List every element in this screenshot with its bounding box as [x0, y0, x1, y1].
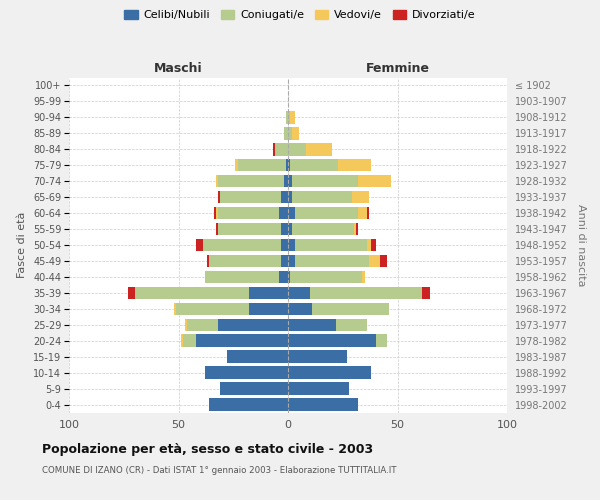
Bar	[209, 254, 281, 267]
Bar	[336, 318, 367, 331]
Bar	[218, 318, 288, 331]
Bar	[369, 254, 380, 267]
Bar	[284, 175, 288, 188]
Bar	[286, 159, 288, 172]
Bar	[174, 302, 176, 315]
Bar	[227, 350, 288, 363]
Bar	[288, 398, 358, 410]
Bar	[288, 366, 371, 379]
Bar	[288, 111, 290, 124]
Bar	[288, 239, 295, 251]
Bar	[128, 286, 134, 299]
Bar	[290, 270, 362, 283]
Bar	[205, 270, 279, 283]
Bar	[288, 207, 295, 220]
Bar	[422, 286, 430, 299]
Bar	[235, 159, 238, 172]
Bar	[248, 286, 288, 299]
Bar	[288, 254, 295, 267]
Bar	[196, 334, 288, 347]
Bar	[207, 254, 209, 267]
Bar	[292, 127, 299, 140]
Bar	[295, 254, 369, 267]
Bar	[352, 191, 369, 203]
Bar	[312, 302, 389, 315]
Bar	[220, 382, 288, 395]
Bar	[214, 207, 216, 220]
Bar	[218, 175, 284, 188]
Bar	[196, 239, 203, 251]
Bar	[288, 302, 312, 315]
Bar	[288, 127, 292, 140]
Text: Maschi: Maschi	[154, 62, 203, 75]
Y-axis label: Anni di nascita: Anni di nascita	[576, 204, 586, 286]
Text: Femmine: Femmine	[365, 62, 430, 75]
Text: Popolazione per età, sesso e stato civile - 2003: Popolazione per età, sesso e stato civil…	[42, 442, 373, 456]
Bar	[205, 366, 288, 379]
Bar	[216, 207, 218, 220]
Bar	[288, 350, 347, 363]
Bar	[358, 207, 367, 220]
Bar	[371, 239, 376, 251]
Bar	[281, 239, 288, 251]
Bar	[288, 334, 376, 347]
Bar	[338, 159, 371, 172]
Bar	[288, 270, 290, 283]
Bar	[290, 159, 338, 172]
Bar	[238, 159, 286, 172]
Bar	[181, 334, 183, 347]
Bar	[290, 111, 295, 124]
Text: COMUNE DI IZANO (CR) - Dati ISTAT 1° gennaio 2003 - Elaborazione TUTTITALIA.IT: COMUNE DI IZANO (CR) - Dati ISTAT 1° gen…	[42, 466, 397, 475]
Bar	[288, 191, 292, 203]
Bar	[279, 270, 288, 283]
Bar	[288, 223, 292, 235]
Bar	[209, 398, 288, 410]
Bar	[295, 239, 367, 251]
Bar	[288, 286, 310, 299]
Bar	[281, 223, 288, 235]
Bar	[358, 175, 391, 188]
Bar	[362, 270, 365, 283]
Bar	[203, 239, 281, 251]
Bar	[216, 223, 218, 235]
Bar	[292, 223, 354, 235]
Bar	[281, 254, 288, 267]
Bar	[367, 207, 369, 220]
Bar	[216, 175, 218, 188]
Bar	[292, 191, 352, 203]
Bar	[288, 382, 349, 395]
Y-axis label: Fasce di età: Fasce di età	[17, 212, 28, 278]
Bar	[134, 286, 248, 299]
Legend: Celibi/Nubili, Coniugati/e, Vedovi/e, Divorziati/e: Celibi/Nubili, Coniugati/e, Vedovi/e, Di…	[120, 6, 480, 25]
Bar	[176, 302, 248, 315]
Bar	[354, 223, 356, 235]
Bar	[185, 318, 187, 331]
Bar	[376, 334, 386, 347]
Bar	[356, 223, 358, 235]
Bar	[279, 207, 288, 220]
Bar	[272, 143, 275, 156]
Bar	[284, 127, 288, 140]
Bar	[218, 223, 281, 235]
Bar	[220, 191, 281, 203]
Bar	[218, 207, 279, 220]
Bar	[288, 159, 290, 172]
Bar	[183, 334, 196, 347]
Bar	[286, 111, 288, 124]
Bar	[292, 175, 358, 188]
Bar	[288, 175, 292, 188]
Bar	[248, 302, 288, 315]
Bar	[281, 191, 288, 203]
Bar	[295, 207, 358, 220]
Bar	[288, 318, 336, 331]
Bar	[218, 191, 220, 203]
Bar	[380, 254, 386, 267]
Bar	[288, 143, 305, 156]
Bar	[187, 318, 218, 331]
Bar	[310, 286, 422, 299]
Bar	[305, 143, 332, 156]
Bar	[275, 143, 288, 156]
Bar	[367, 239, 371, 251]
